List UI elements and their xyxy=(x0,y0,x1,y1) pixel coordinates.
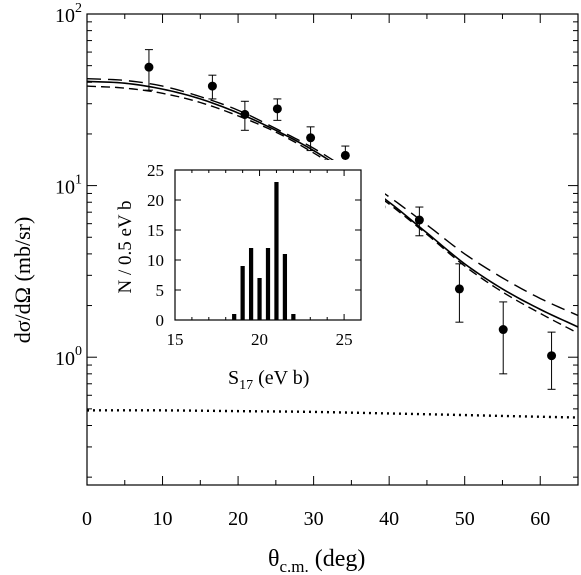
x-tick-label: 50 xyxy=(455,508,475,530)
y-tick-label-base: 10 xyxy=(55,348,75,370)
inset-axis-ticks: 15 20 25 0 5 10 15 20 25 xyxy=(147,161,362,349)
x-axis-label: θc.m. (deg) xyxy=(268,546,365,575)
histogram-bar xyxy=(248,248,254,320)
x-tick-label: 20 xyxy=(228,508,248,530)
x-tick-label: 10 xyxy=(153,508,173,530)
y-tick-label-exponent: 2 xyxy=(75,1,82,16)
y-tick-label-exponent: 0 xyxy=(75,344,82,359)
inset-x-tick-label: 15 xyxy=(167,330,184,349)
main-plot-frame xyxy=(86,13,579,486)
data-point xyxy=(240,109,250,119)
data-point xyxy=(547,351,557,361)
x-tick-label: 30 xyxy=(304,508,324,530)
inset-y-axis-label: N / 0.5 eV b xyxy=(115,200,136,293)
y-tick-label-base: 10 xyxy=(55,177,75,199)
inset-y-tick-label: 15 xyxy=(147,221,164,240)
data-point xyxy=(414,215,424,225)
x-tick-label: 40 xyxy=(379,508,399,530)
histogram-bar xyxy=(240,266,245,320)
y-tick-label: 101 xyxy=(55,173,82,199)
data-point xyxy=(454,284,464,294)
inset-y-tick-label: 25 xyxy=(147,161,164,180)
inset-x-tick-label: 20 xyxy=(251,330,268,349)
y-tick-label-exponent: 1 xyxy=(75,173,82,188)
inset-y-tick-label: 10 xyxy=(147,251,164,270)
data-point xyxy=(207,81,217,91)
y-axis-label: dσ/dΩ (mb/sr) xyxy=(10,217,35,344)
data-point xyxy=(272,104,282,114)
histogram-bar xyxy=(265,248,271,320)
data-point xyxy=(340,150,350,160)
histogram-bar xyxy=(232,314,237,320)
x-tick-label: 60 xyxy=(530,508,550,530)
inset-y-tick-label: 0 xyxy=(156,311,165,330)
curve-long-dash xyxy=(86,77,579,317)
inset-y-tick-label: 20 xyxy=(147,191,164,210)
histogram-bar xyxy=(291,314,296,320)
y-tick-label-base: 10 xyxy=(55,5,75,27)
histogram-bar xyxy=(274,182,279,320)
x-tick-label: 0 xyxy=(82,508,92,530)
data-point xyxy=(498,325,508,335)
y-tick-label: 100 xyxy=(55,344,82,370)
histogram-bar xyxy=(257,278,262,320)
histogram-bar xyxy=(282,254,288,320)
curve-dashed xyxy=(86,85,579,334)
inset-y-tick-label: 5 xyxy=(156,281,165,300)
data-point xyxy=(306,133,316,143)
data-point xyxy=(144,62,154,72)
y-tick-label: 102 xyxy=(55,1,82,27)
inset-x-tick-label: 25 xyxy=(336,330,353,349)
inset-x-axis-label: S17 (eV b) xyxy=(228,367,309,393)
inset-histogram xyxy=(232,182,296,320)
curve-dotted xyxy=(87,409,579,419)
